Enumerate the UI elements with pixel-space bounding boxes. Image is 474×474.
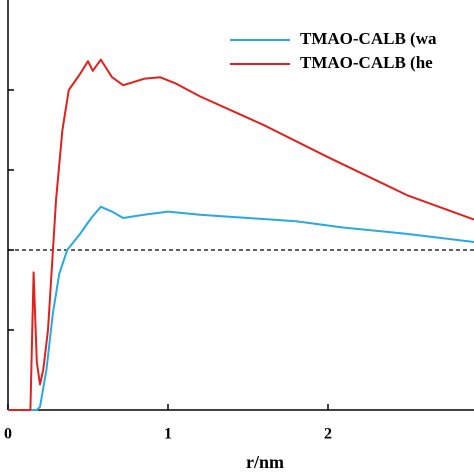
x-axis-label: r/nm xyxy=(246,452,284,472)
x-tick-label: 2 xyxy=(324,426,332,443)
legend-label: TMAO-CALB (he xyxy=(300,53,433,72)
x-tick-label: 0 xyxy=(4,426,12,443)
x-tick-label: 1 xyxy=(164,426,172,443)
series-line xyxy=(8,58,474,411)
legend-label: TMAO-CALB (wa xyxy=(300,29,437,48)
series-line xyxy=(8,205,474,411)
